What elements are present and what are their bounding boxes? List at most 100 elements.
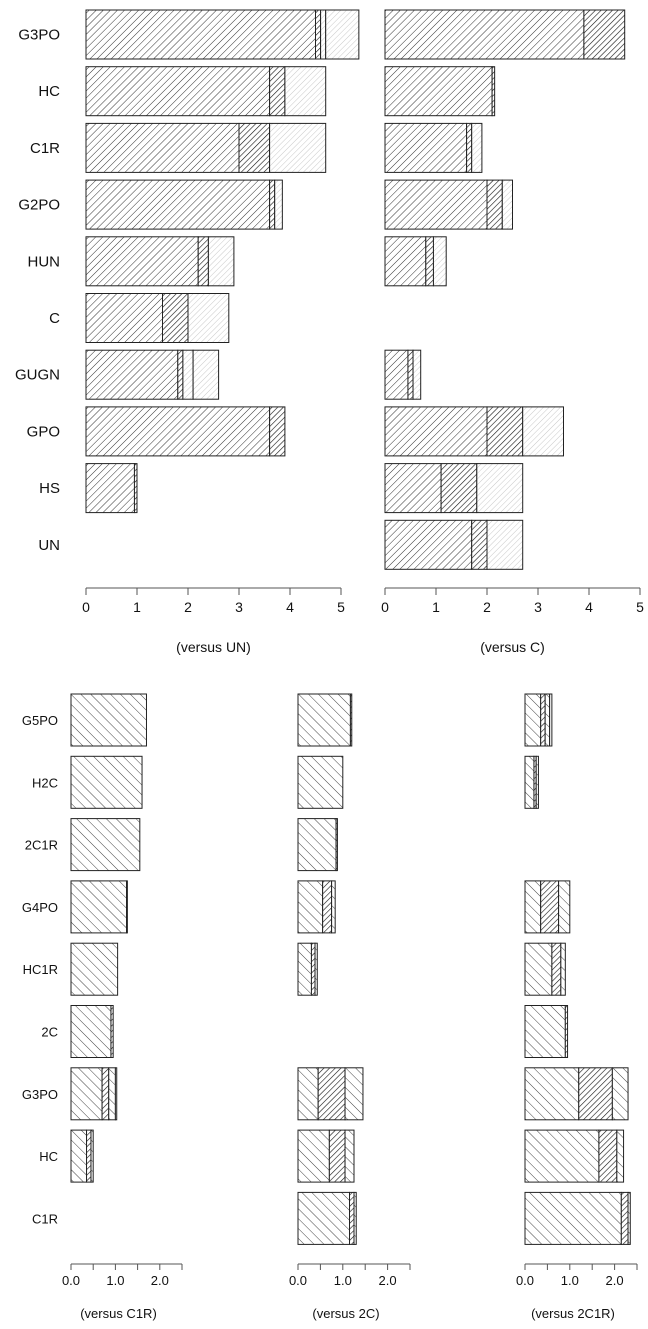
bar-segment <box>412 349 422 400</box>
bar-segment <box>540 880 560 934</box>
bar-segment <box>540 693 546 747</box>
bar-segment <box>471 519 488 570</box>
bar-segment <box>384 349 409 400</box>
bar-segment <box>114 1067 118 1121</box>
bar-segment <box>70 1067 103 1121</box>
x-axis-label: (versus C1R) <box>80 1306 157 1321</box>
bar-segment <box>85 122 240 173</box>
category-label: 2C <box>41 1025 58 1040</box>
bar-segment <box>269 179 276 230</box>
x-tick-label: 3 <box>534 599 542 615</box>
bar-segment <box>620 1191 629 1245</box>
bar-segment <box>70 1129 88 1183</box>
bar-segment <box>85 66 271 117</box>
bar-g4po <box>70 880 128 934</box>
x-tick-label: 1.0 <box>561 1273 579 1288</box>
bar-segment <box>425 236 434 287</box>
chart-panel-5: 0.0 1.0 2.0 (versus 2C1R) <box>516 693 638 1321</box>
x-tick-label: 3 <box>235 599 243 615</box>
bar-segment <box>578 1067 613 1121</box>
bar-g4po <box>524 880 571 934</box>
bar-g3po <box>384 9 626 60</box>
bar-hc <box>85 66 327 117</box>
bar-hc1r <box>524 942 566 996</box>
bar-gpo <box>384 406 565 457</box>
category-label: GUGN <box>15 367 60 384</box>
x-tick-label: 0.0 <box>289 1273 307 1288</box>
bar-2c1r <box>297 818 338 872</box>
bar-segment <box>162 293 189 343</box>
bar-hc1r <box>70 942 119 996</box>
category-label: C1R <box>30 140 60 157</box>
category-label: C <box>49 310 60 327</box>
bar-segment <box>269 122 327 173</box>
bar-c1r <box>297 1191 357 1245</box>
bar-un <box>384 519 524 570</box>
bar-segment <box>486 406 524 457</box>
bar-segment <box>90 1129 94 1183</box>
bar-segment <box>524 942 553 996</box>
bar-2c <box>70 1005 114 1058</box>
bar-segment <box>535 755 539 809</box>
bar-segment <box>384 66 493 117</box>
bar-segment <box>501 179 513 230</box>
bar-segment <box>558 880 571 934</box>
bar-segment <box>85 236 199 287</box>
bar-segment <box>297 880 324 934</box>
x-tick-label: 4 <box>585 599 593 615</box>
bar-segment <box>70 880 127 934</box>
bar-g5po <box>70 693 147 747</box>
bar-segment <box>476 463 524 514</box>
category-label: HC1R <box>23 962 58 977</box>
bar-segment <box>182 349 194 400</box>
bar-segment <box>353 1191 357 1245</box>
bar-segment <box>344 1067 364 1121</box>
bar-segment <box>284 66 327 117</box>
bar-segment <box>297 1191 351 1245</box>
bar-segment <box>310 942 316 996</box>
bar-segment <box>583 9 626 60</box>
bar-h2c <box>524 755 539 809</box>
bar-hc <box>384 66 496 117</box>
category-label: HC <box>39 1149 58 1164</box>
bar-segment <box>85 179 271 230</box>
bar-segment <box>108 1067 116 1121</box>
category-label: G3PO <box>18 27 60 44</box>
chart-panel-4: 0.0 1.0 2.0 (versus 2C) <box>289 693 411 1321</box>
bar-segment <box>384 9 585 60</box>
bar-segment <box>384 406 488 457</box>
bar-segment <box>407 349 414 400</box>
bar-g5po <box>297 693 353 747</box>
bar-segment <box>133 463 138 514</box>
bar-segment <box>85 406 271 457</box>
category-label: HUN <box>28 253 61 270</box>
bar-g3po <box>524 1067 629 1121</box>
bar-segment <box>384 463 442 514</box>
bar-segment <box>314 942 318 996</box>
bar-g4po <box>297 880 336 934</box>
bar-g3po <box>85 9 360 60</box>
bar-segment <box>85 463 135 514</box>
bar-segment <box>524 755 535 809</box>
bar-segment <box>297 693 351 747</box>
bar-segment <box>432 236 447 287</box>
bar-segment <box>486 519 524 570</box>
bar-segment <box>384 519 473 570</box>
bar-hc1r <box>297 942 318 996</box>
bar-segment <box>349 693 353 747</box>
bar-hun <box>384 236 447 287</box>
x-tick-label: 4 <box>286 599 294 615</box>
bar-segment <box>70 755 143 809</box>
bar-segment <box>331 880 336 934</box>
x-axis: 0.0 1.0 2.0 (versus 2C1R) <box>516 1263 638 1321</box>
bar-segment <box>524 693 542 747</box>
category-label: HC <box>38 83 60 100</box>
bar-segment <box>101 1067 110 1121</box>
bar-segment <box>317 1067 346 1121</box>
bar-2c1r <box>70 818 141 872</box>
bar-c1r <box>85 122 327 173</box>
bar-segment <box>344 1129 355 1183</box>
bar-segment <box>564 1005 569 1058</box>
x-axis-label: (versus C) <box>480 639 545 655</box>
